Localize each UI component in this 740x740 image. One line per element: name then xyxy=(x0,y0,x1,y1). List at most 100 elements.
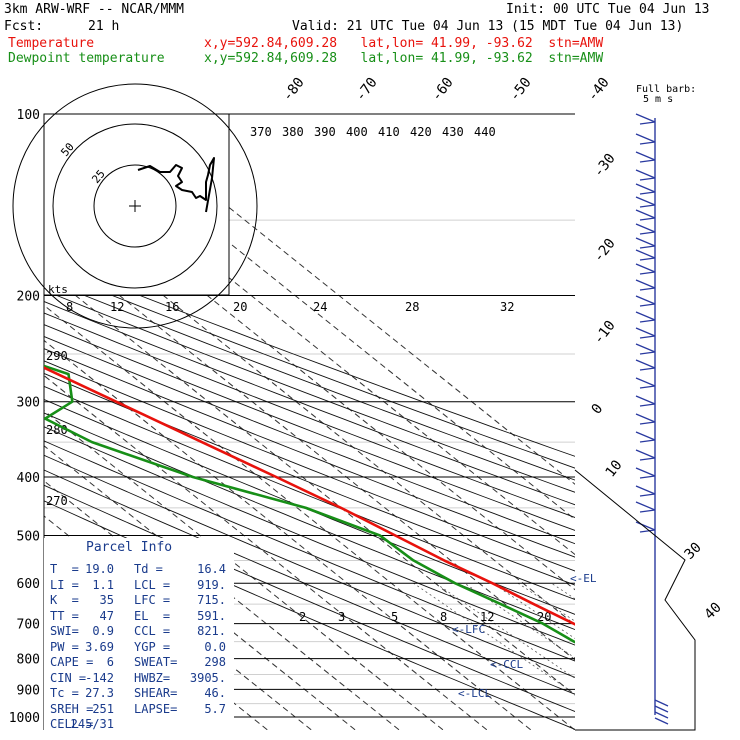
isotherm-line xyxy=(44,374,488,730)
isotherm-label: -40 xyxy=(585,75,613,105)
barb-flag xyxy=(635,196,656,206)
mixing-ratio-line xyxy=(413,582,575,695)
wind-barb xyxy=(654,711,669,719)
barb-flag xyxy=(639,509,656,513)
barb-flag xyxy=(635,377,656,387)
dry-adiabat xyxy=(44,399,575,615)
hodograph-ring xyxy=(12,83,258,329)
mixing-ratio-label: 20 xyxy=(537,610,551,624)
dry-adiabat xyxy=(44,372,575,586)
legend-temperature-name: Temperature xyxy=(8,36,95,51)
barb-flag xyxy=(635,395,656,405)
pressure-label: 300 xyxy=(17,396,40,411)
wind-barb xyxy=(654,699,669,707)
barb-flag xyxy=(635,223,656,233)
parcel-info-cell: 6 xyxy=(106,655,114,669)
wind-barb xyxy=(635,151,656,163)
barb-flag xyxy=(639,177,656,181)
wind-barb xyxy=(635,431,656,443)
isotherm-label: -60 xyxy=(429,75,457,105)
isotherm-line xyxy=(44,410,444,730)
wind-barb xyxy=(635,327,656,339)
wind-barb xyxy=(635,521,656,533)
parcel-info-cell: EL = xyxy=(134,608,171,623)
parcel-info-cell: TT = xyxy=(50,608,79,623)
dry-adiabat xyxy=(44,348,575,558)
barb-flag xyxy=(635,151,656,161)
theta-label: 400 xyxy=(346,125,368,139)
parcel-info-cell: LI = xyxy=(50,577,79,592)
mixing-ratio-label: 12 xyxy=(480,610,494,624)
isotherm-label: -10 xyxy=(591,318,619,348)
parcel-info-cell: CELL = xyxy=(50,717,94,731)
barb-flag xyxy=(635,359,656,369)
dry-adiabat xyxy=(44,335,575,545)
barb-note-line2: 5 m s xyxy=(643,94,674,105)
hodograph-ring xyxy=(52,123,218,289)
pressure-label: 700 xyxy=(17,618,40,633)
legend-dewpoint-info: x,y=592.84,609.28 lat,lon= 41.99, -93.62… xyxy=(204,51,604,66)
barb-flag xyxy=(635,263,656,273)
init-time: Init: 00 UTC Tue 04 Jun 13 xyxy=(506,2,710,17)
barb-flag xyxy=(635,295,656,305)
parcel-info-cell: 46. xyxy=(204,686,226,700)
mixing-ratio-line xyxy=(492,582,575,639)
parcel-info-cell: 27.3 xyxy=(85,686,114,700)
wind-barb xyxy=(635,209,656,221)
dry-adiabat xyxy=(44,301,575,506)
isotherm-label: 40 xyxy=(702,600,725,623)
dry-adiabat xyxy=(44,324,575,531)
dry-adiabat xyxy=(44,484,575,712)
isotherm-line xyxy=(44,304,575,730)
isotherm-label: -50 xyxy=(507,75,535,105)
isotherm-line xyxy=(111,114,575,485)
mixing-ratio-line xyxy=(464,582,575,659)
barb-flag xyxy=(639,421,656,425)
wind-barbs xyxy=(635,113,669,725)
barb-flag xyxy=(635,343,656,353)
isotherm-line xyxy=(44,164,575,591)
wind-barb xyxy=(635,359,656,371)
parcel-info-cell: Td = xyxy=(134,562,163,576)
parcel-info-cell: 3905. xyxy=(189,670,226,685)
barb-flag xyxy=(635,133,656,143)
barb-flag xyxy=(635,279,656,289)
barb-flag xyxy=(639,439,656,443)
barb-flag xyxy=(639,493,656,497)
parcel-info-cell: CIN = xyxy=(50,670,87,685)
legend-temperature-info: x,y=592.84,609.28 lat,lon= 41.99, -93.62… xyxy=(204,36,604,51)
wind-barb xyxy=(635,279,656,291)
theta-label: 430 xyxy=(442,125,464,139)
wind-barb xyxy=(635,295,656,307)
mixing-ratio-label: 8 xyxy=(440,610,447,624)
hodograph-ring xyxy=(93,164,177,248)
barb-flag xyxy=(639,351,656,355)
theta-side-label: 270 xyxy=(46,494,68,508)
wind-barb xyxy=(635,501,656,513)
barb-flag xyxy=(639,303,656,307)
barb-flag xyxy=(639,159,656,163)
wind-barb xyxy=(635,196,656,208)
wind-barb xyxy=(635,263,656,275)
level-marker: <-EL xyxy=(570,572,597,585)
isotherm-line xyxy=(44,269,575,696)
pressure-label: 500 xyxy=(17,529,40,544)
dry-adiabat xyxy=(44,469,575,695)
barb-flag xyxy=(639,367,656,371)
parcel-info-cell: CCL = xyxy=(134,624,171,638)
barb-flag xyxy=(639,457,656,461)
parcel-info-cell: YGP = xyxy=(134,639,171,654)
dewpoint-trace xyxy=(44,364,575,644)
parcel-info-cell: 591. xyxy=(197,608,226,623)
barb-flag xyxy=(635,467,656,477)
wind-barb xyxy=(635,343,656,355)
wind-barb xyxy=(635,377,656,389)
speed-ring-label: 12 xyxy=(110,300,124,314)
pressure-label: 900 xyxy=(17,683,40,698)
mixing-ratio-label: 3 xyxy=(338,610,345,624)
parcel-info-cell: LCL = xyxy=(134,577,171,592)
isotherm-label: -80 xyxy=(280,75,308,105)
hodograph-units: kts xyxy=(48,283,68,296)
dry-adiabat xyxy=(44,440,575,662)
wind-barb xyxy=(635,169,656,181)
